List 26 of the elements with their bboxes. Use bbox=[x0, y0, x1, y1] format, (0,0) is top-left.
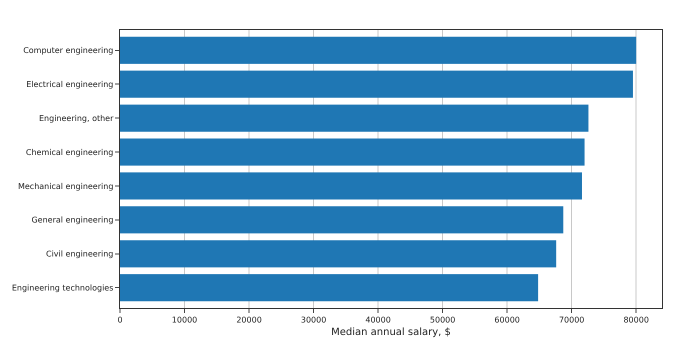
y-tick-label: General engineering bbox=[31, 216, 114, 225]
bar bbox=[120, 172, 582, 200]
bar bbox=[120, 274, 538, 302]
y-tick-label: Computer engineering bbox=[23, 46, 114, 56]
x-tick-label: 70000 bbox=[558, 316, 584, 325]
y-tick-label: Mechanical engineering bbox=[18, 182, 114, 191]
bar bbox=[120, 206, 564, 234]
bar bbox=[120, 104, 588, 132]
bar bbox=[120, 36, 636, 64]
x-tick-label: 20000 bbox=[236, 316, 262, 325]
y-tick-label: Civil engineering bbox=[46, 250, 114, 259]
x-tick-label: 80000 bbox=[623, 316, 649, 325]
x-axis-title: Median annual salary, $ bbox=[331, 327, 451, 338]
x-tick-label: 30000 bbox=[300, 316, 326, 325]
bar bbox=[120, 138, 585, 166]
bar bbox=[120, 70, 633, 98]
y-tick-label: Electrical engineering bbox=[26, 80, 114, 90]
x-tick-label: 50000 bbox=[430, 316, 456, 325]
x-tick-label: 10000 bbox=[172, 316, 198, 325]
x-tick-label: 40000 bbox=[365, 316, 391, 325]
y-tick-label: Chemical engineering bbox=[26, 148, 114, 157]
x-tick-label: 60000 bbox=[494, 316, 520, 325]
bar bbox=[120, 240, 556, 268]
x-tick-label: 0 bbox=[117, 316, 123, 325]
y-tick-label: Engineering technologies bbox=[12, 283, 114, 292]
y-tick-label: Engineering, other bbox=[38, 114, 114, 123]
